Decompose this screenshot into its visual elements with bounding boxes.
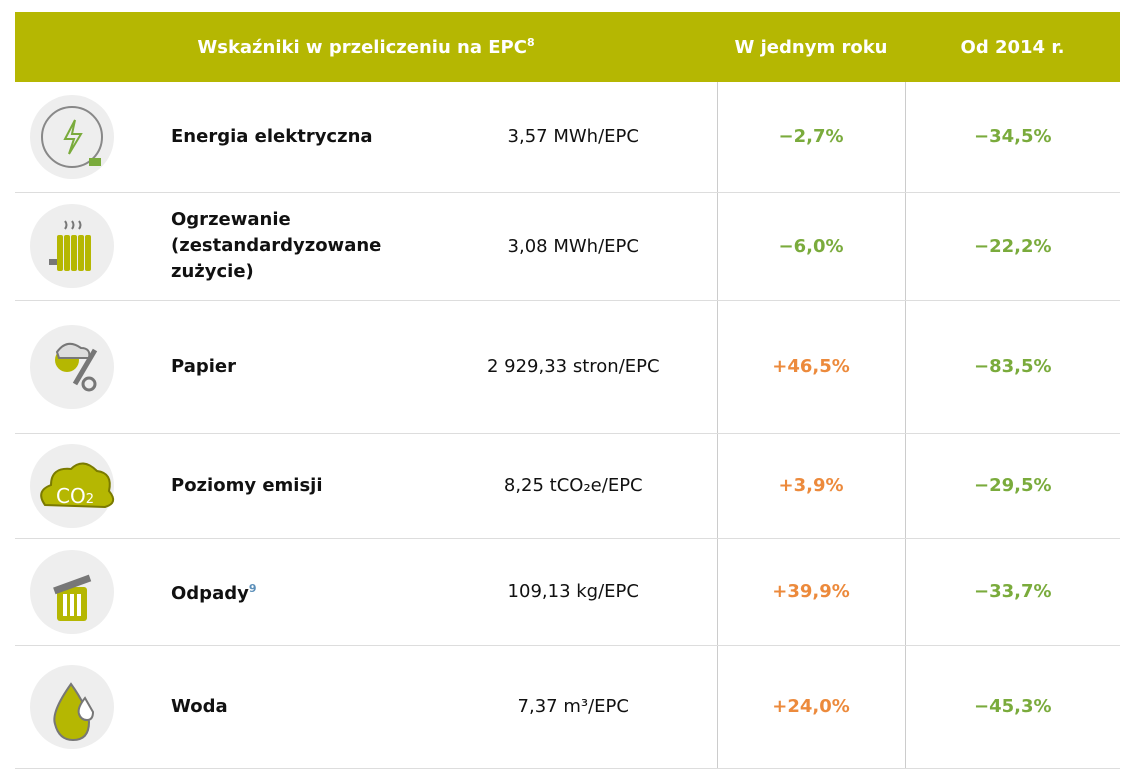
since-change: −33,7% — [905, 538, 1121, 646]
since-change: −45,3% — [905, 645, 1121, 769]
label-cell: Energia elektryczna — [165, 82, 430, 193]
label-cell: Ogrzewanie (zestandardyzowane zużycie) — [165, 192, 430, 301]
label: Papier — [171, 355, 236, 377]
label: Ogrzewanie (zestandardyzowane zużycie) — [171, 209, 382, 282]
icon-cell: CO2 — [15, 433, 165, 539]
icon-cell — [15, 82, 165, 193]
header-row: Wskaźniki w przeliczeniu na EPC8 W jedny… — [15, 12, 1121, 82]
row: Woda 7,37 m³/EPC +24,0% −45,3% — [15, 645, 1121, 769]
value-cell: 2 929,33 stron/EPC — [430, 300, 718, 434]
label: Odpady — [171, 583, 249, 604]
label-cell: Odpady9 — [165, 538, 430, 646]
icon: CO2 — [30, 443, 115, 528]
indicator-table: Wskaźniki w przeliczeniu na EPC8 W jedny… — [15, 12, 1121, 769]
icon — [30, 204, 114, 288]
icon-cell — [15, 645, 165, 769]
label-cell: Poziomy emisji — [165, 433, 430, 539]
value-cell: 3,57 MWh/EPC — [430, 82, 718, 193]
icon — [30, 549, 114, 634]
since-change: −83,5% — [905, 300, 1121, 434]
footnote-ref: 9 — [248, 582, 257, 595]
year-change: +3,9% — [717, 433, 906, 539]
label: Energia elektryczna — [171, 125, 373, 147]
value-cell: 7,37 m³/EPC — [430, 645, 718, 769]
header-title: Wskaźniki w przeliczeniu na EPC8 — [15, 12, 717, 82]
title-text: Wskaźniki w przeliczeniu na EPC — [197, 37, 527, 58]
label-cell: Papier — [165, 300, 430, 434]
row: Papier 2 929,33 stron/EPC +46,5% −83,5% — [15, 300, 1121, 434]
icon-cell — [15, 538, 165, 646]
table-wrap: Wskaźniki w przeliczeniu na EPC8 W jedny… — [15, 12, 1121, 769]
year-change: −6,0% — [717, 192, 906, 301]
svg-text:CO2: CO2 — [56, 484, 94, 508]
value-cell: 109,13 kg/EPC — [430, 538, 718, 646]
header-year: W jednym roku — [734, 36, 888, 58]
label-cell: Woda — [165, 645, 430, 769]
since-change: −29,5% — [905, 433, 1121, 539]
year-change: +24,0% — [717, 645, 906, 769]
row: Energia elektryczna 3,57 MWh/EPC −2,7% −34,… — [15, 82, 1121, 193]
footnote-ref: 8 — [526, 36, 535, 49]
since-change: −22,2% — [905, 192, 1121, 301]
row: CO2 Poziomy emisji 8,25 tCO₂e/EPC +3,9% −29,… — [15, 433, 1121, 539]
icon-cell — [15, 192, 165, 301]
label: Poziomy emisji — [171, 474, 323, 496]
since-change: −34,5% — [905, 82, 1121, 193]
icon — [30, 94, 114, 179]
icon — [30, 324, 114, 409]
year-change: +46,5% — [717, 300, 906, 434]
row: Odpady9 109,13 kg/EPC +39,9% −33,7% — [15, 538, 1121, 646]
label: Woda — [171, 695, 228, 717]
year-change: −2,7% — [717, 82, 906, 193]
year-change: +39,9% — [717, 538, 906, 646]
icon — [30, 664, 114, 749]
row: Ogrzewanie (zestandardyzowane zużycie) 3,… — [15, 192, 1121, 301]
header-since: Od 2014 r. — [960, 36, 1065, 58]
value-cell: 8,25 tCO₂e/EPC — [430, 433, 718, 539]
icon-cell — [15, 300, 165, 434]
value-cell: 3,08 MWh/EPC — [430, 192, 718, 301]
